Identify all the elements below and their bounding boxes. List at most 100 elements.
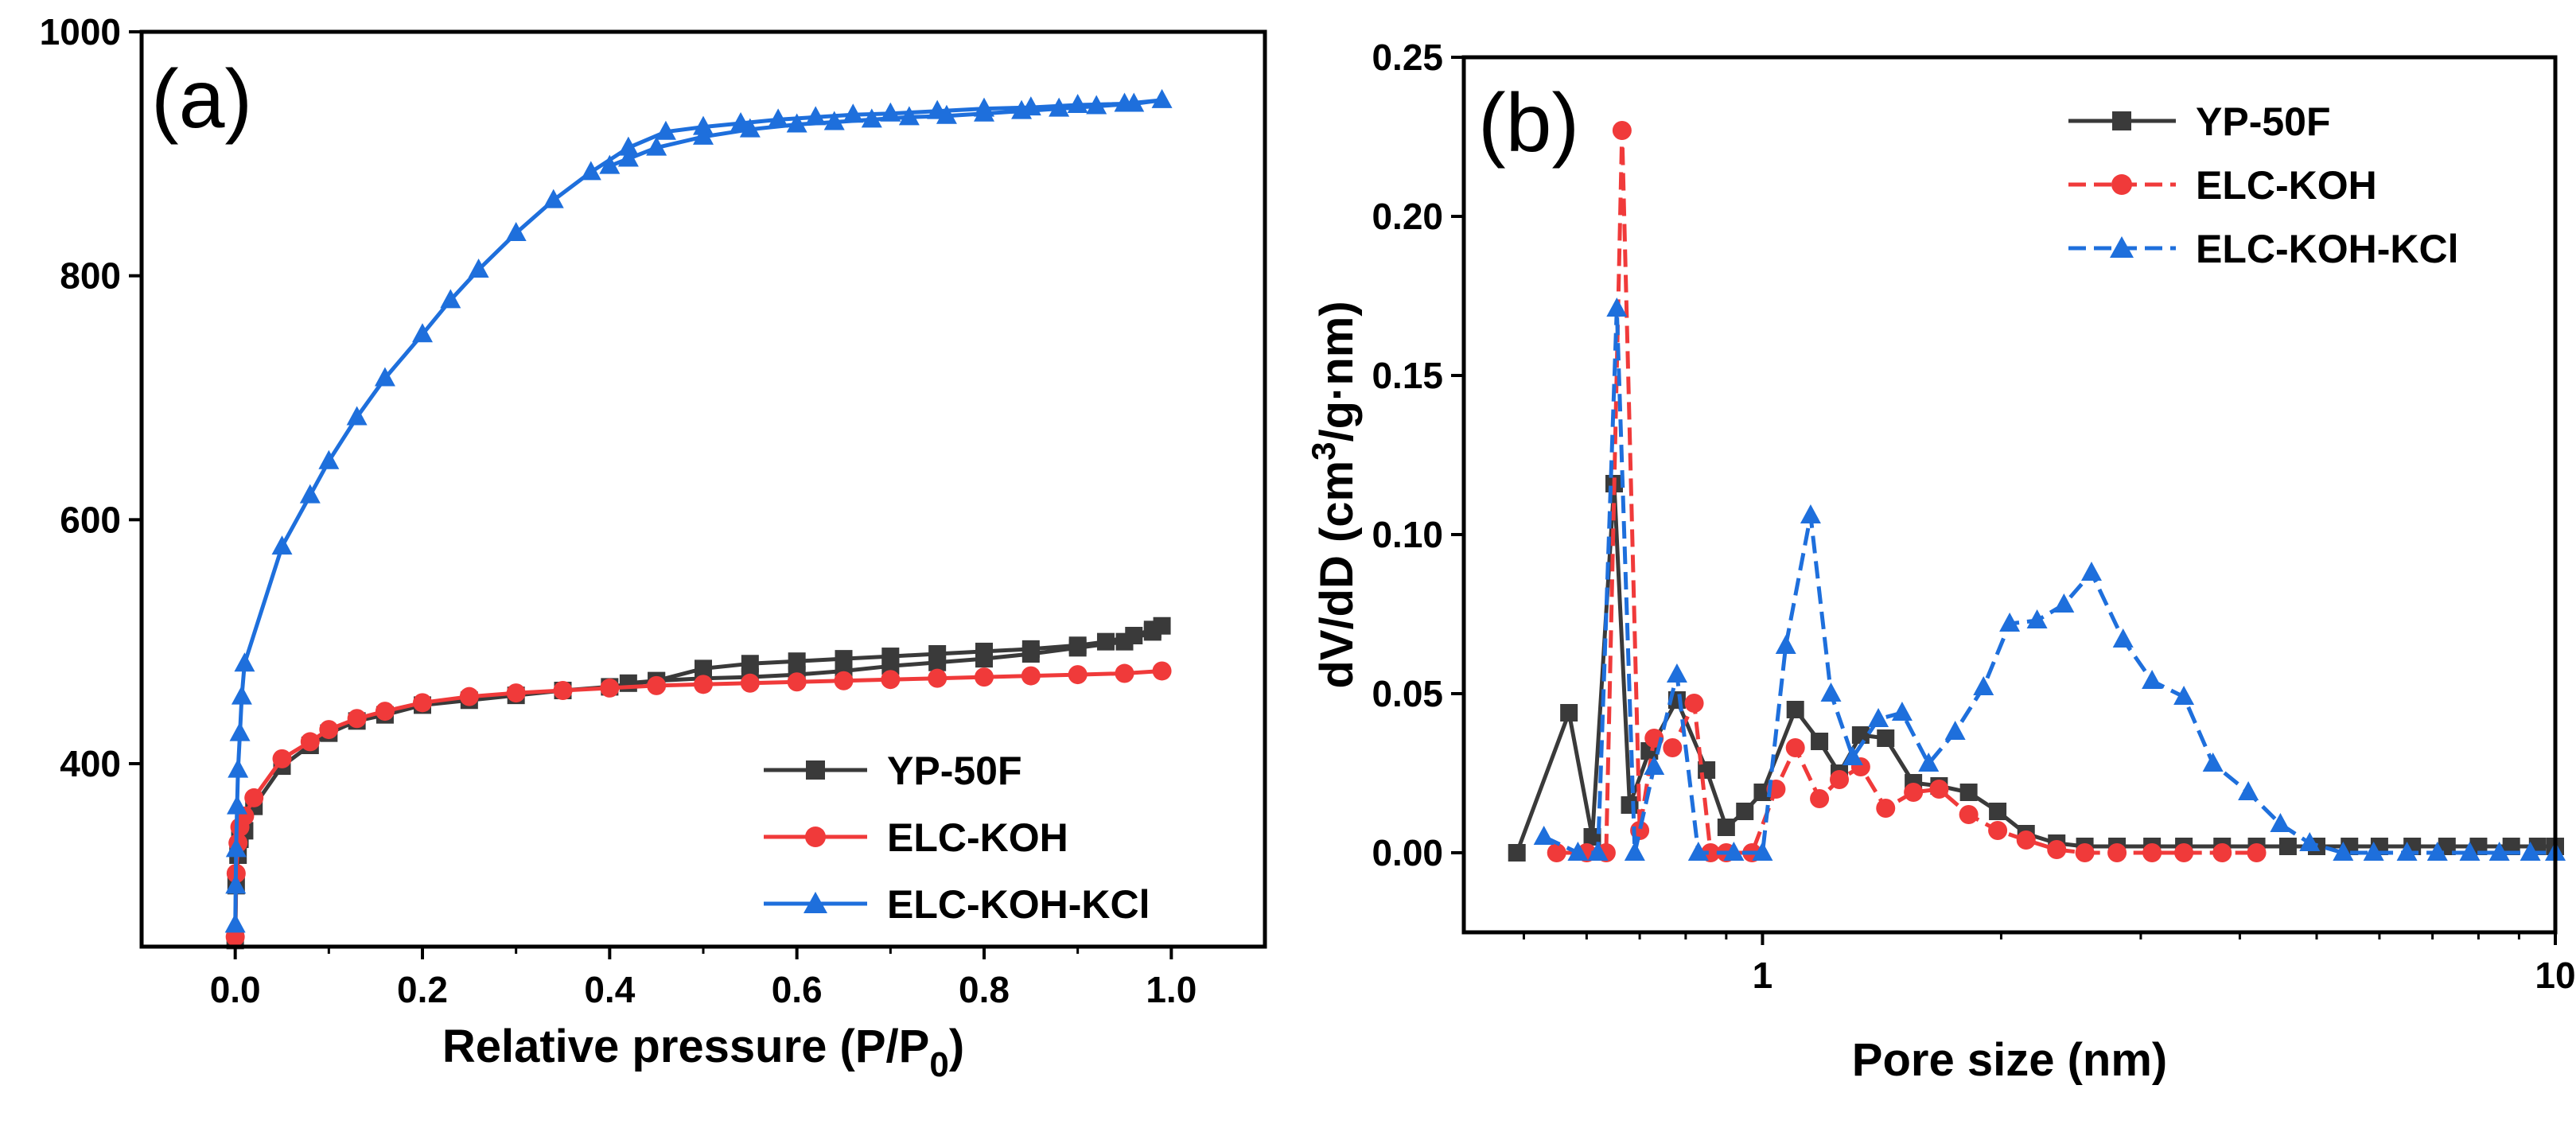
panel-a-point-elc-koh-kcl-43: [739, 118, 761, 138]
panel-b-point-elc-koh-kcl-5: [1644, 756, 1665, 775]
panel-a-point-yp-50f-36: [881, 657, 900, 675]
panel-a-point-elc-koh-kcl-7: [234, 652, 255, 672]
panel-b-point-elc-koh-18: [1929, 780, 1949, 799]
panel-a-x-tick-label-2: 0.4: [584, 969, 635, 1010]
panel-a-legend: YP-50F ELC-KOH ELC-KOH-KCl: [764, 749, 1150, 927]
panel-b-point-yp-50f-12: [1811, 733, 1829, 750]
panel-b-point-elc-koh-kcl-36: [2520, 842, 2541, 861]
panel-b-point-yp-50f-18: [1959, 784, 1978, 801]
panel-a-point-elc-koh-10: [375, 702, 395, 722]
panel-b-point-elc-koh-14: [1830, 770, 1850, 789]
panel-b-point-elc-koh-kcl-14: [1868, 708, 1889, 727]
panel-a-point-elc-koh-23: [975, 667, 994, 687]
panel-a-point-elc-koh-12: [459, 687, 479, 706]
panel-a-x-tick-label-5: 1.0: [1146, 969, 1197, 1010]
panel-a-x-tick-label-4: 0.8: [959, 969, 1010, 1010]
panel-b-legend-marker-yp50f: [2112, 111, 2131, 130]
panel-a-point-yp-50f-31: [1115, 632, 1134, 651]
panel-a-point-elc-koh-kcl-20: [655, 120, 676, 140]
panel-b-legend-label-elc-koh: ELC-KOH: [2196, 163, 2377, 208]
panel-b-point-elc-koh-12: [1785, 738, 1805, 757]
panel-a-point-elc-koh-kcl-40: [861, 108, 882, 128]
panel-b-series-line-elc-koh-kcl: [1543, 306, 2555, 855]
panel-b-legend: YP-50F ELC-KOH ELC-KOH-KCl: [2068, 99, 2459, 271]
panel-b-ticks: 1 10 0.00 0.05 0.10 0.15 0.20 0.25: [1372, 37, 2575, 996]
panel-b-point-elc-koh-kcl-11: [1800, 504, 1821, 523]
panel-b-point-elc-koh-kcl-8: [1723, 842, 1745, 861]
panel-b-legend-entry-yp50f: YP-50F: [2068, 99, 2331, 144]
panel-b-point-elc-koh-kcl-19: [1999, 613, 2021, 632]
panel-a-point-elc-koh-22: [928, 668, 948, 688]
panel-a-y-tick-label-1: 600: [60, 499, 121, 540]
panel-a-point-elc-koh-6: [272, 749, 292, 768]
panel-a-legend-marker-yp50f: [806, 760, 825, 780]
panel-a-legend-entry-elc-koh-kcl: ELC-KOH-KCl: [764, 882, 1150, 927]
panel-b-point-elc-koh-kcl-25: [2173, 686, 2195, 705]
panel-a-legend-marker-elc-koh: [805, 827, 826, 847]
panel-b-y-axis-title-superscript: 3: [1305, 442, 1342, 461]
panel-a-point-elc-koh-kcl-19: [617, 136, 639, 156]
panel-b-point-elc-koh-7: [1684, 694, 1704, 713]
panel-a-y-tick-label-0: 400: [60, 743, 121, 784]
panel-a-point-elc-koh-kcl-32: [1151, 88, 1173, 108]
panel-a-point-yp-50f-35: [928, 653, 947, 671]
panel-b-point-elc-koh-kcl-10: [1775, 635, 1796, 654]
panel-b-point-elc-koh-24: [2107, 843, 2127, 862]
panel-a-point-yp-50f-34: [975, 650, 993, 668]
panel-b-point-elc-koh-kcl-3: [1606, 298, 1628, 317]
panel-b-y-tick-label-0: 0.00: [1372, 832, 1443, 873]
panel-a-point-elc-koh-kcl-44: [693, 125, 714, 145]
panel-a-point-elc-koh-kcl-1: [225, 874, 247, 894]
panel-a-point-elc-koh-kcl-15: [468, 259, 489, 278]
panel-b-x-tick-label-1: 10: [2535, 955, 2575, 996]
panel-a-point-elc-koh-kcl-26: [880, 102, 901, 122]
panel-a-point-elc-koh-kcl-36: [1011, 99, 1033, 119]
panel-b-point-elc-koh-kcl-30: [2333, 842, 2354, 861]
panel-b-point-elc-koh-0: [1547, 843, 1566, 862]
panel-b-series-line-yp-50f: [1515, 481, 2555, 854]
panel-a-series-line-elc-koh-kcl: [233, 98, 1165, 925]
panel-b-point-elc-koh-kcl-32: [2396, 842, 2418, 861]
panel-b-point-elc-koh-kcl-12: [1820, 683, 1842, 702]
panel-a-point-elc-koh-kcl-3: [227, 795, 248, 815]
panel-b-legend-marker-elc-koh-kcl: [2110, 236, 2134, 258]
panel-b-point-elc-koh-27: [2212, 843, 2232, 862]
panel-a-point-elc-koh-kcl-2: [225, 838, 247, 858]
panel-a-point-elc-koh-kcl-38: [936, 104, 957, 124]
panel-a-point-elc-koh-kcl-47: [599, 154, 621, 174]
panel-a-legend-label-elc-koh: ELC-KOH: [887, 815, 1068, 860]
panel-b-point-elc-koh-kcl-13: [1843, 746, 1864, 765]
panel-a-point-elc-koh-kcl-13: [412, 323, 433, 343]
panel-a-x-axis-title-close: ): [949, 1021, 964, 1072]
panel-b-y-tick-label-5: 0.25: [1372, 37, 1443, 78]
panel-b-point-elc-koh-22: [2047, 840, 2067, 859]
panel-b-point-elc-koh-kcl-20: [2026, 609, 2048, 628]
panel-b-point-yp-50f-0: [1508, 844, 1526, 862]
panel-a-y-tick-label-2: 800: [60, 255, 121, 297]
panel-b-point-elc-koh-kcl-26: [2202, 753, 2224, 772]
panel-b-point-yp-50f-1: [1560, 704, 1578, 722]
panel-b-point-elc-koh-kcl-35: [2488, 842, 2510, 861]
panel-b-y-axis-title-close: /g·nm): [1311, 301, 1363, 441]
panel-a-point-elc-koh-17: [694, 675, 713, 694]
panel-b-plot-area: [1508, 121, 2566, 862]
panel-a-x-axis-title-main: Relative pressure (P/P: [442, 1021, 930, 1072]
panel-a-point-elc-koh-kcl-24: [805, 106, 827, 126]
panel-a-point-elc-koh-27: [1152, 661, 1172, 681]
panel-b-point-elc-koh-kcl-9: [1752, 842, 1773, 861]
panel-a-point-elc-koh-kcl-5: [229, 722, 251, 741]
panel-a-point-elc-koh-kcl-16: [505, 222, 527, 241]
panel-b-point-elc-koh-19: [1959, 805, 1979, 824]
panel-b-point-elc-koh-20: [1988, 821, 2008, 840]
panel-b-y-axis-title: dV/dD (cm3/g·nm): [1305, 301, 1363, 688]
panel-a-plot-area: [224, 88, 1173, 950]
panel-a-point-elc-koh-13: [506, 683, 526, 703]
panel-a-point-elc-koh-kcl-6: [231, 685, 252, 705]
panel-b-point-elc-koh-kcl-27: [2238, 781, 2259, 800]
panel-a-point-elc-koh-kcl-18: [580, 161, 601, 181]
panel-a-point-elc-koh-kcl-9: [299, 484, 321, 504]
panel-a-point-elc-koh-kcl-35: [1049, 97, 1070, 117]
panel-a-point-elc-koh-kcl-21: [693, 115, 714, 135]
panel-a-point-elc-koh-kcl-41: [823, 111, 845, 130]
